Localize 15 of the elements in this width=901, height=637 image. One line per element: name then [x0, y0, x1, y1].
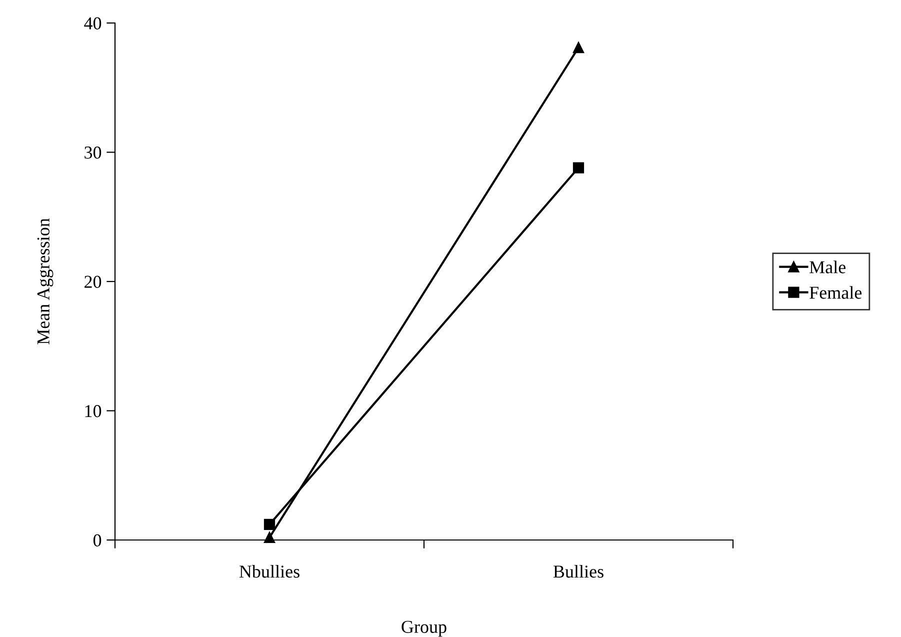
point — [572, 42, 584, 54]
y-tick-label: 40 — [84, 17, 102, 30]
y-tick-label: 0 — [93, 534, 102, 546]
y-axis-title: Mean Aggression — [37, 218, 54, 344]
x-tick-label: Bullies — [553, 565, 604, 578]
x-tick-label: Nbullies — [239, 565, 300, 578]
point — [572, 162, 584, 174]
point — [264, 518, 276, 530]
point — [264, 532, 276, 543]
x-axis-title: Group — [402, 620, 446, 637]
y-tick-label: 20 — [84, 276, 102, 288]
legend-label: Female — [810, 286, 862, 299]
y-tick-label: 10 — [85, 405, 102, 418]
legend-label: Male — [810, 260, 846, 274]
y-tick-label: 30 — [84, 146, 102, 159]
